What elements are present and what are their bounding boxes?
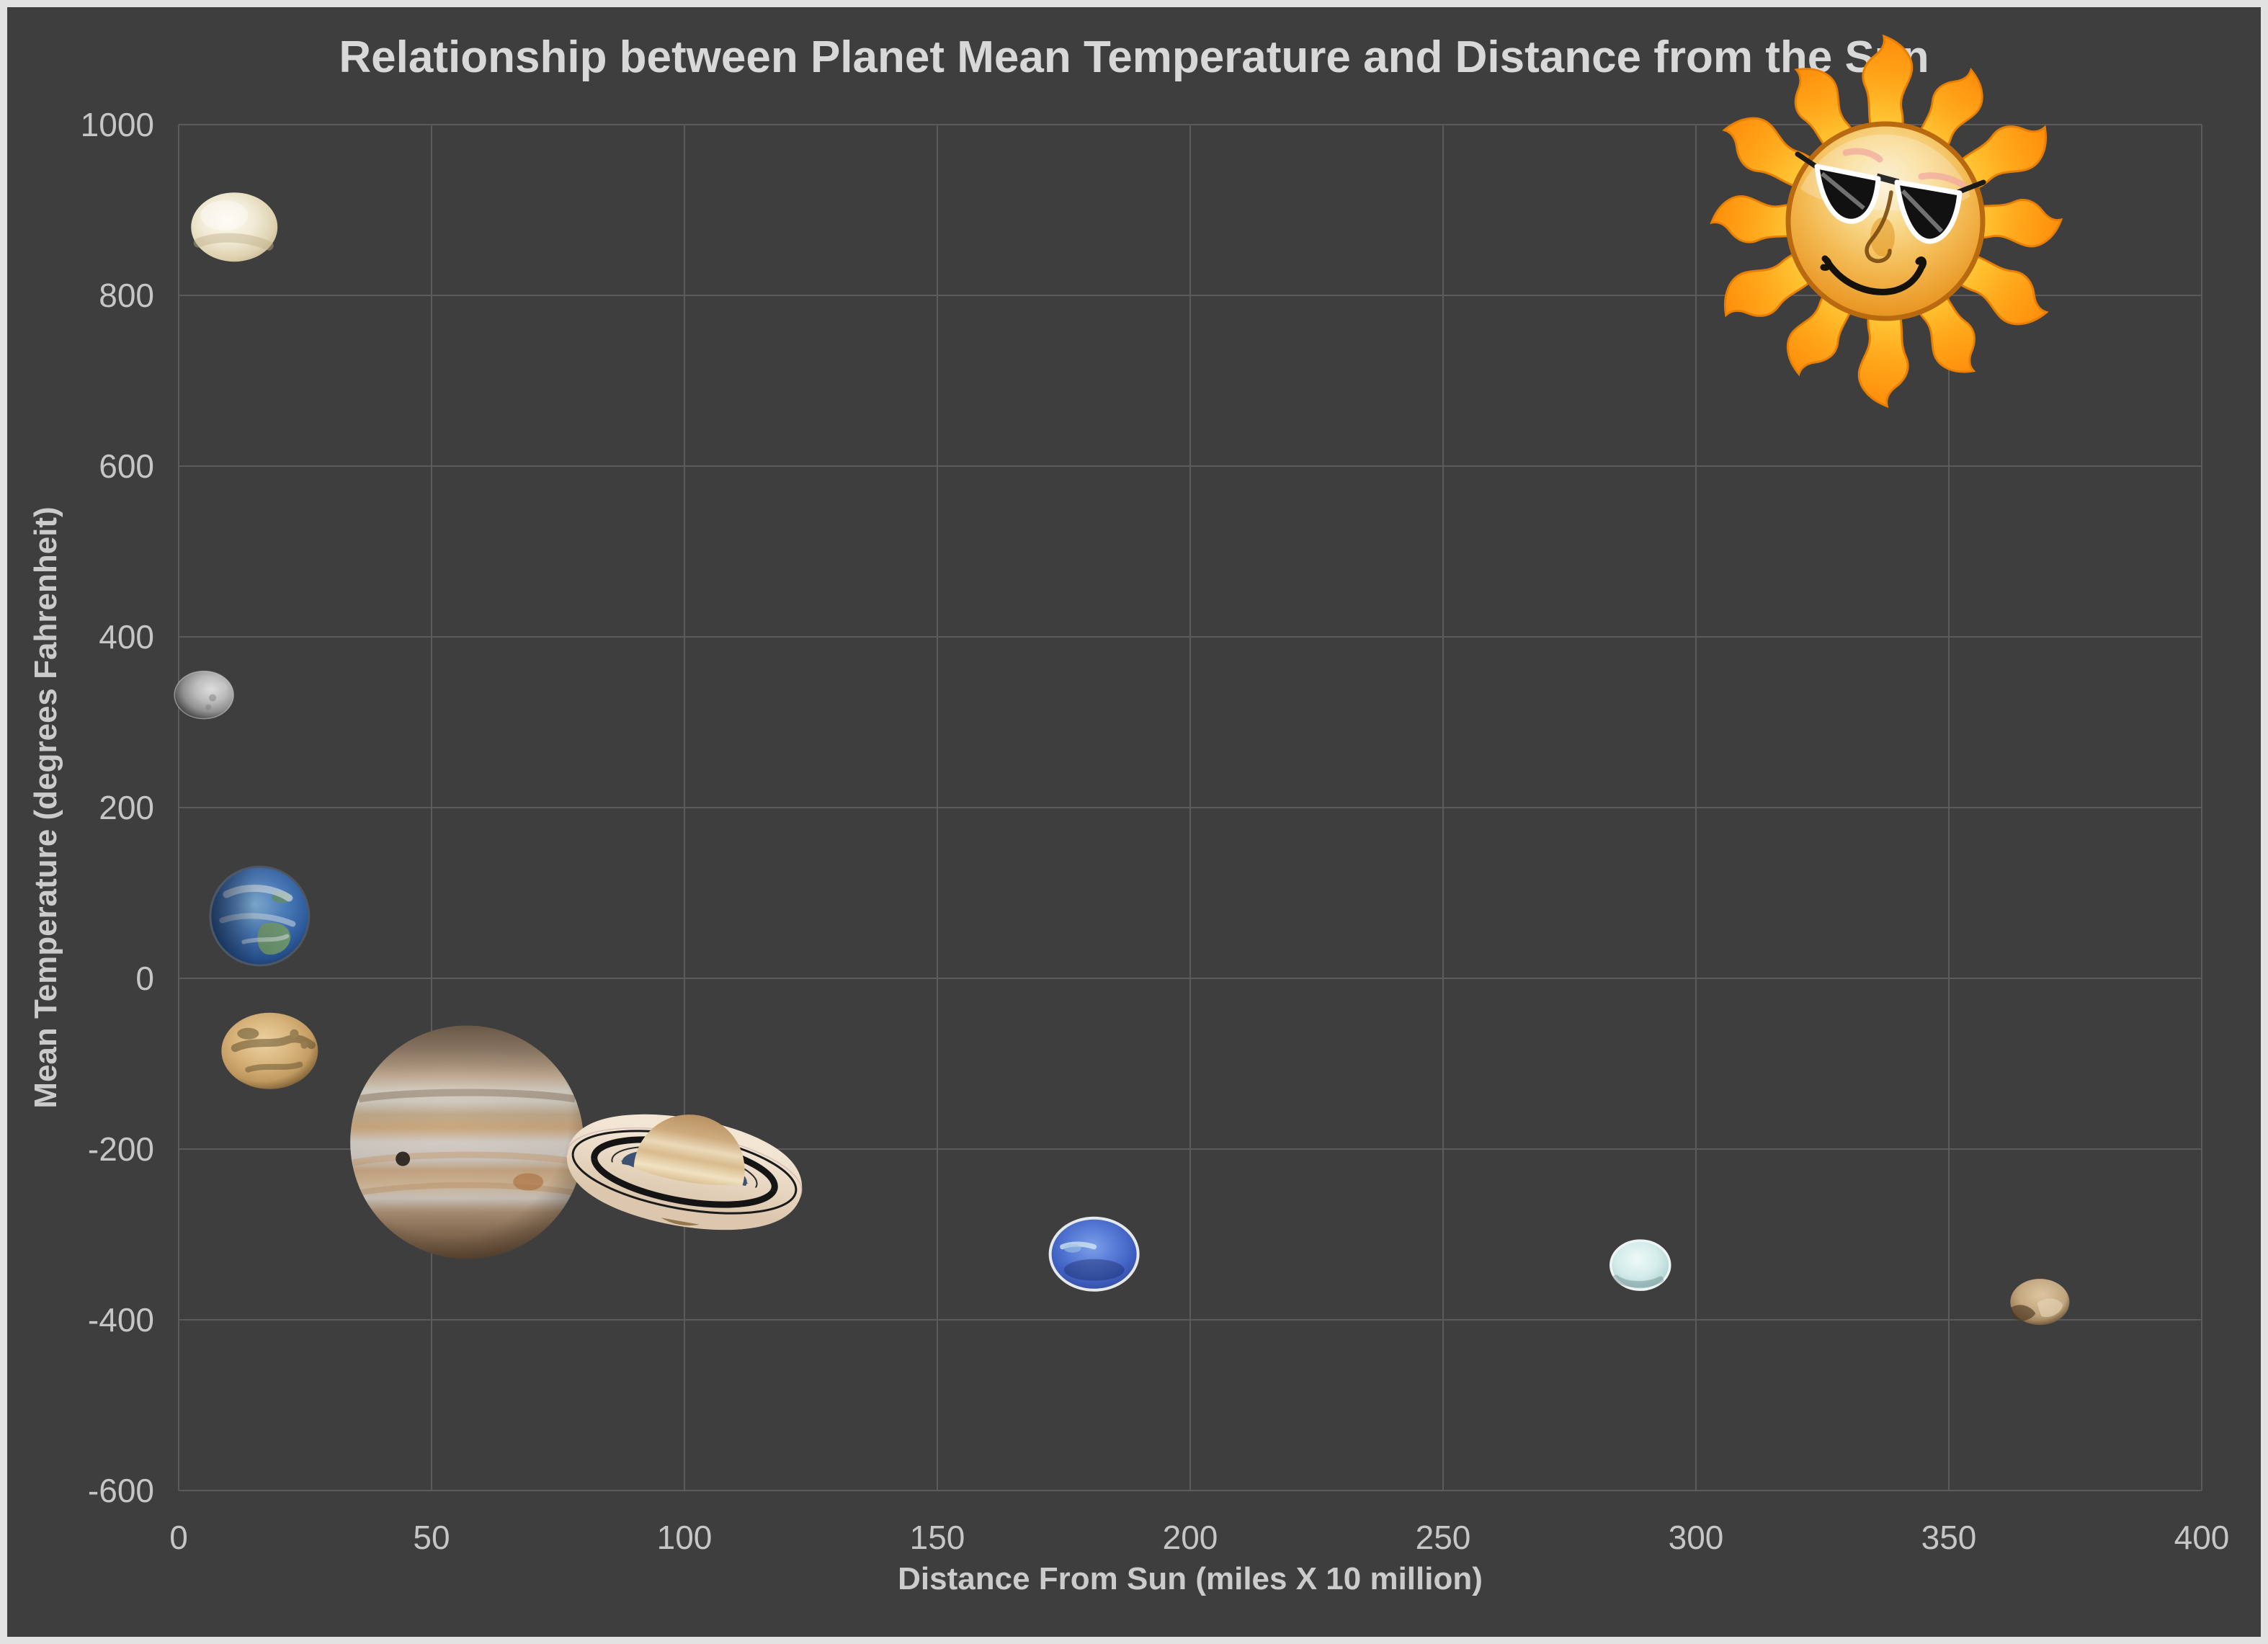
y-tick-label: 200 <box>99 789 154 826</box>
planet-venus <box>191 192 278 262</box>
planet-saturn <box>566 1114 803 1230</box>
sun-nose-shade <box>1870 218 1895 256</box>
planet-mercury <box>174 670 234 720</box>
sun-eyebrow-right <box>1918 172 1967 189</box>
y-axis-title: Mean Temperature (degrees Fahrenheit) <box>28 506 63 1108</box>
planet-uranus <box>1610 1239 1671 1291</box>
x-tick-label: 400 <box>2174 1519 2230 1556</box>
y-tick-label: -600 <box>88 1472 154 1509</box>
x-tick-label: 100 <box>657 1519 713 1556</box>
y-tick-label: 1000 <box>81 106 154 143</box>
y-tick-label: 0 <box>135 960 154 997</box>
y-tick-label: -400 <box>88 1301 154 1339</box>
planet-neptune <box>1048 1216 1140 1292</box>
sunglasses-icon <box>1795 151 1986 244</box>
x-tick-label: 0 <box>169 1519 188 1556</box>
x-tick-label: 250 <box>1416 1519 1471 1556</box>
x-tick-label: 200 <box>1163 1519 1218 1556</box>
x-axis-title: Distance From Sun (miles X 10 million) <box>898 1561 1483 1596</box>
tick-labels: 0 50 100 150 200 250 300 350 400 1000 800 600 400 200… <box>81 106 2230 1556</box>
y-tick-label: 800 <box>99 277 154 314</box>
x-tick-label: 50 <box>413 1519 450 1556</box>
planet-jupiter <box>350 1025 584 1259</box>
planet-earth <box>209 865 311 967</box>
gridlines <box>178 124 2202 1491</box>
y-tick-label: 600 <box>99 447 154 485</box>
chart-title: Relationship between Planet Mean Tempera… <box>339 32 1929 82</box>
planet-mars <box>221 1012 318 1089</box>
y-tick-label: 400 <box>99 618 154 656</box>
x-tick-label: 350 <box>1921 1519 1977 1556</box>
x-tick-label: 150 <box>910 1519 965 1556</box>
sun-nose <box>1865 190 1893 264</box>
planet-pluto <box>2010 1279 2070 1326</box>
sun-smile <box>1820 255 1927 295</box>
sun-eyebrow-left <box>1842 148 1883 163</box>
y-tick-label: -200 <box>88 1130 154 1168</box>
sun-image <box>1708 32 2065 410</box>
x-tick-label: 300 <box>1669 1519 1724 1556</box>
